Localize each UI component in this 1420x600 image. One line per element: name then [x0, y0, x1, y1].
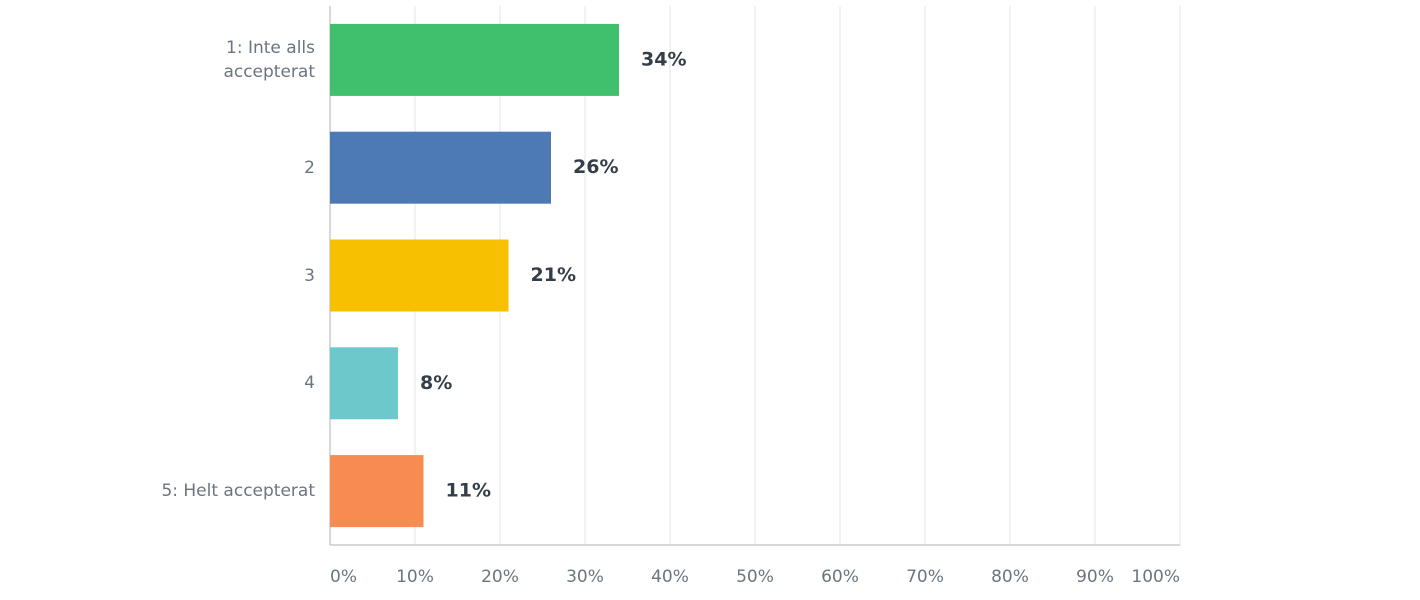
bar	[330, 455, 424, 528]
value-label: 21%	[531, 264, 576, 286]
x-tick-label: 70%	[906, 567, 944, 587]
value-label: 34%	[641, 48, 686, 70]
x-tick-label: 10%	[396, 567, 434, 587]
value-label: 26%	[573, 156, 618, 178]
bar	[330, 347, 398, 420]
x-tick-label: 30%	[566, 567, 604, 587]
x-tick-label: 60%	[821, 567, 859, 587]
category-label: 3	[304, 265, 315, 286]
x-tick-label: 40%	[651, 567, 689, 587]
x-tick-label: 90%	[1076, 567, 1114, 587]
bar	[330, 239, 509, 312]
category-label: 1: Inte alls accepterat	[223, 37, 315, 82]
x-tick-label: 0%	[330, 567, 357, 587]
category-label: 4	[304, 373, 315, 394]
value-label: 8%	[420, 372, 452, 394]
value-label: 11%	[446, 480, 491, 502]
x-tick-label: 100%	[1131, 567, 1180, 587]
x-tick-label: 80%	[991, 567, 1029, 587]
x-tick-label: 50%	[736, 567, 774, 587]
category-label: 5: Helt accepterat	[161, 481, 315, 502]
x-tick-label: 20%	[481, 567, 519, 587]
bar	[330, 131, 551, 204]
bar	[330, 23, 619, 96]
category-label: 2	[304, 157, 315, 178]
